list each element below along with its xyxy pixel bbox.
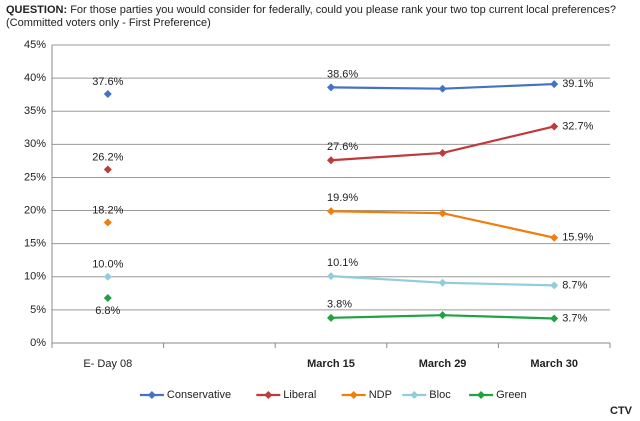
data-label: 15.9% xyxy=(562,232,593,244)
marker xyxy=(438,148,447,157)
marker xyxy=(327,207,335,216)
marker xyxy=(103,218,112,227)
legend-marker xyxy=(410,391,419,399)
marker xyxy=(550,314,559,323)
x-tick-label: E- Day 08 xyxy=(83,358,132,370)
legend-marker xyxy=(349,391,358,399)
data-label: 19.9% xyxy=(327,192,358,204)
data-label: 26.2% xyxy=(92,151,123,163)
marker xyxy=(550,233,559,242)
marker xyxy=(550,80,559,89)
data-label: 6.8% xyxy=(95,305,120,317)
y-tick-label: 20% xyxy=(24,204,46,216)
x-tick-label: March 29 xyxy=(419,358,467,370)
legend-label: NDP xyxy=(369,389,392,401)
legend-label: Green xyxy=(496,389,527,401)
y-tick-label: 5% xyxy=(30,304,46,316)
data-label: 37.6% xyxy=(92,76,123,88)
y-tick-label: 15% xyxy=(24,238,46,250)
data-label: 27.6% xyxy=(327,141,358,153)
marker xyxy=(103,272,112,281)
data-label: 10.0% xyxy=(92,259,123,271)
x-tick-label: March 30 xyxy=(530,358,578,370)
marker xyxy=(103,293,112,302)
data-label: 18.2% xyxy=(92,204,123,216)
data-label: 8.7% xyxy=(562,279,587,291)
marker xyxy=(438,209,447,218)
y-tick-label: 10% xyxy=(24,271,46,283)
legend-label: Liberal xyxy=(283,389,316,401)
legend-marker xyxy=(477,391,486,399)
y-tick-label: 0% xyxy=(30,337,46,349)
y-tick-label: 30% xyxy=(24,138,46,150)
y-tick-label: 45% xyxy=(24,39,46,51)
marker xyxy=(550,281,559,290)
marker xyxy=(438,311,447,320)
legend-marker xyxy=(264,391,273,399)
y-tick-label: 25% xyxy=(24,171,46,183)
x-tick-label: March 15 xyxy=(307,358,355,370)
source: CTV xyxy=(610,405,633,417)
chart-title: QUESTION: For those parties you would co… xyxy=(6,4,616,16)
marker xyxy=(103,165,112,174)
data-label: 3.7% xyxy=(562,312,587,324)
data-label: 39.1% xyxy=(562,78,593,90)
data-label: 38.6% xyxy=(327,68,358,80)
marker xyxy=(438,84,447,93)
marker xyxy=(327,156,335,165)
marker xyxy=(438,278,447,287)
data-label: 32.7% xyxy=(562,120,593,132)
data-label: 10.1% xyxy=(327,257,358,269)
data-label: 3.8% xyxy=(327,299,352,311)
y-tick-label: 35% xyxy=(24,105,46,117)
marker xyxy=(327,83,335,92)
title-text: For those parties you would consider for… xyxy=(70,4,616,16)
chart-subtitle: (Committed voters only - First Preferenc… xyxy=(6,17,211,29)
legend-label: Bloc xyxy=(429,389,451,401)
legend-label: Conservative xyxy=(167,389,231,401)
marker xyxy=(550,122,559,131)
legend-marker xyxy=(147,391,156,399)
marker xyxy=(103,90,112,99)
question-label: QUESTION: xyxy=(6,4,67,16)
y-tick-label: 40% xyxy=(24,72,46,84)
marker xyxy=(327,272,335,281)
marker xyxy=(327,313,335,322)
